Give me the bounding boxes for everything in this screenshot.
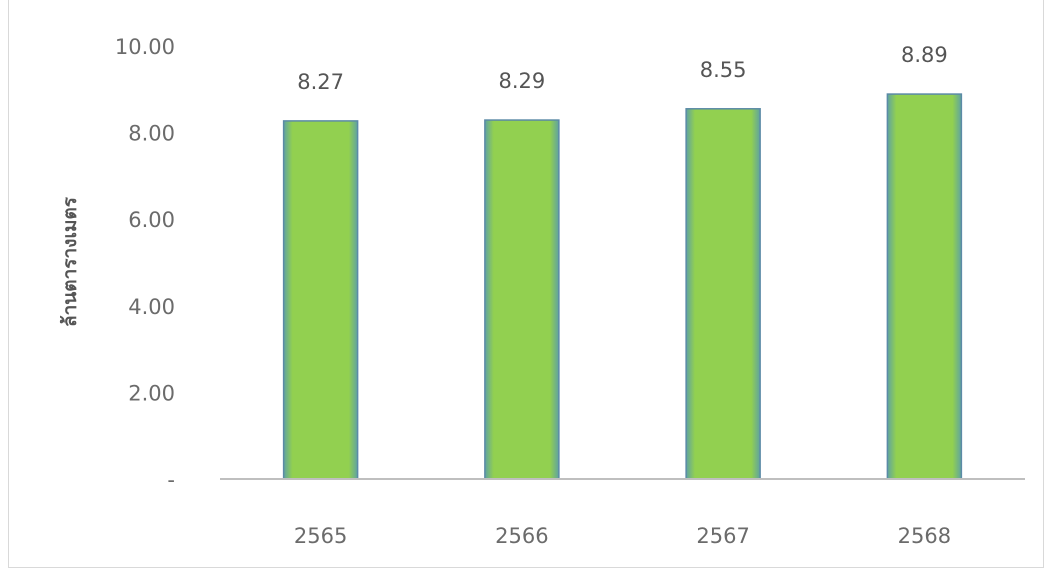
chart-frame [8, 0, 1044, 568]
y-tick-label: 8.00 [128, 122, 175, 146]
bar [484, 119, 560, 480]
y-tick-label: 2.00 [128, 381, 175, 405]
bar [685, 108, 761, 480]
bar-value-label: 8.55 [700, 58, 747, 82]
data-labels: 8.27 8.29 8.55 8.89 [297, 43, 948, 94]
y-tick-label: 10.00 [115, 35, 175, 59]
y-tick-label: - [167, 468, 175, 492]
y-axis-title: ล้านตารางเมตร [59, 196, 81, 327]
x-tick-label: 2566 [495, 524, 548, 548]
y-tick-label: 4.00 [128, 295, 175, 319]
y-tick-label: 6.00 [128, 208, 175, 232]
y-axis-ticks: - 2.00 4.00 6.00 8.00 10.00 [115, 35, 175, 492]
x-tick-label: 2568 [898, 524, 951, 548]
x-tick-label: 2567 [696, 524, 749, 548]
bar-value-label: 8.89 [901, 43, 948, 67]
x-tick-label: 2565 [294, 524, 347, 548]
x-axis-ticks: 2565 2566 2567 2568 [294, 524, 951, 548]
bar [282, 120, 359, 480]
bar-value-label: 8.29 [498, 69, 545, 93]
bars [282, 93, 963, 480]
bar [886, 93, 963, 480]
bar-value-label: 8.27 [297, 70, 344, 94]
